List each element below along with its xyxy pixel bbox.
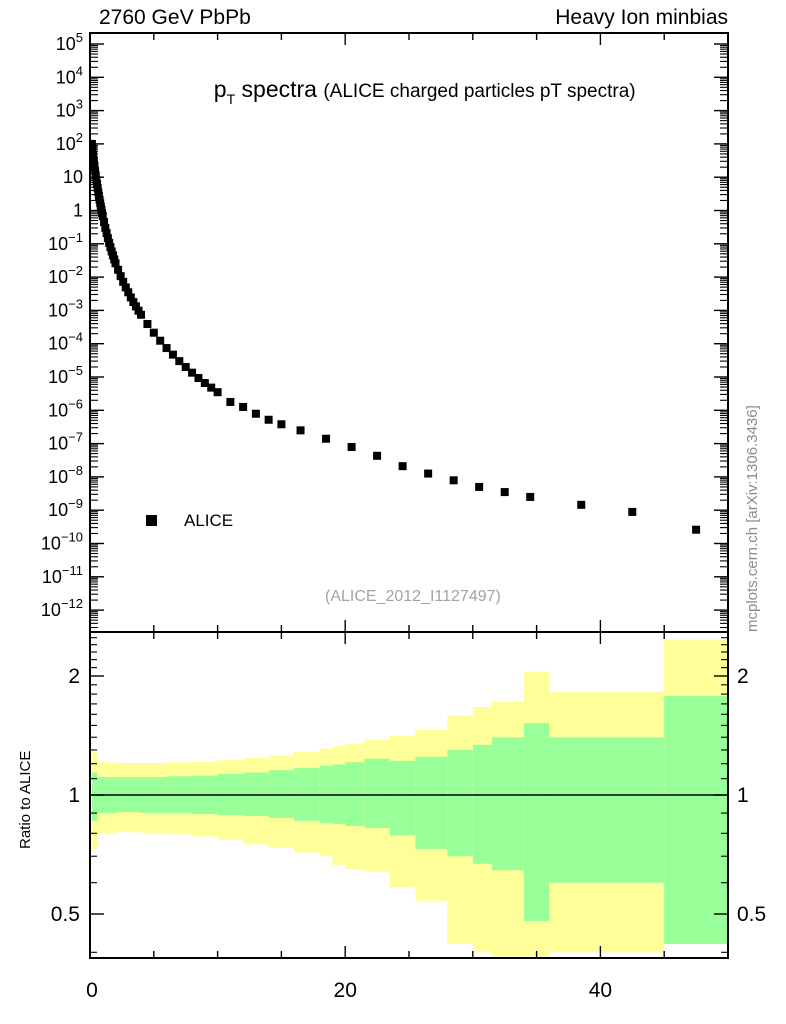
svg-text:10−11: 10−11 bbox=[42, 563, 83, 587]
legend-label: ALICE bbox=[184, 511, 234, 530]
event-class-label: Heavy Ion minbias bbox=[555, 6, 728, 29]
svg-text:10−10: 10−10 bbox=[41, 530, 83, 554]
svg-text:2: 2 bbox=[68, 665, 80, 688]
title-detail: (ALICE charged particles pT spectra) bbox=[323, 81, 636, 102]
svg-text:10−6: 10−6 bbox=[48, 396, 83, 420]
ratio-y-ticks bbox=[90, 637, 728, 953]
svg-text:1: 1 bbox=[73, 201, 83, 221]
svg-text:103: 103 bbox=[56, 97, 83, 121]
spectrum-y-ticks bbox=[90, 43, 728, 629]
beam-energy-label: 2760 GeV PbPb bbox=[99, 6, 251, 29]
svg-text:10−1: 10−1 bbox=[48, 230, 83, 254]
svg-text:10−2: 10−2 bbox=[48, 263, 83, 287]
alice-data-points bbox=[90, 139, 701, 534]
ratio-axis-label: Ratio to ALICE bbox=[17, 750, 34, 849]
svg-text:10−3: 10−3 bbox=[48, 296, 83, 320]
svg-text:10: 10 bbox=[63, 167, 83, 187]
svg-text:0.5: 0.5 bbox=[51, 903, 80, 926]
svg-text:10−5: 10−5 bbox=[48, 363, 83, 387]
svg-text:10−7: 10−7 bbox=[48, 430, 83, 454]
mcplots-credit: mcplots.cern.ch [arXiv:1306.3436] bbox=[744, 405, 761, 632]
title-pt-subscript: T bbox=[226, 91, 236, 107]
svg-text:20: 20 bbox=[334, 979, 357, 1002]
analysis-id-watermark: (ALICE_2012_I1127497) bbox=[325, 588, 501, 605]
ratio-bands bbox=[91, 639, 728, 957]
svg-text:10−8: 10−8 bbox=[48, 463, 83, 487]
svg-text:0: 0 bbox=[86, 979, 98, 1002]
svg-text:40: 40 bbox=[589, 979, 612, 1002]
svg-text:10−9: 10−9 bbox=[48, 496, 83, 520]
svg-text:10−4: 10−4 bbox=[48, 330, 83, 354]
plot-title: pT spectra (ALICE charged particles pT s… bbox=[196, 58, 636, 125]
svg-text:102: 102 bbox=[56, 130, 83, 154]
title-pt-symbol: p bbox=[213, 76, 227, 102]
svg-text:1: 1 bbox=[737, 784, 749, 807]
title-observable: spectra bbox=[235, 76, 324, 102]
svg-text:10−12: 10−12 bbox=[41, 596, 83, 620]
svg-text:105: 105 bbox=[56, 30, 83, 54]
svg-text:104: 104 bbox=[56, 63, 83, 87]
svg-text:1: 1 bbox=[68, 784, 80, 807]
svg-text:2: 2 bbox=[737, 665, 749, 688]
svg-text:0.5: 0.5 bbox=[737, 903, 766, 926]
legend-marker-icon bbox=[146, 515, 157, 526]
